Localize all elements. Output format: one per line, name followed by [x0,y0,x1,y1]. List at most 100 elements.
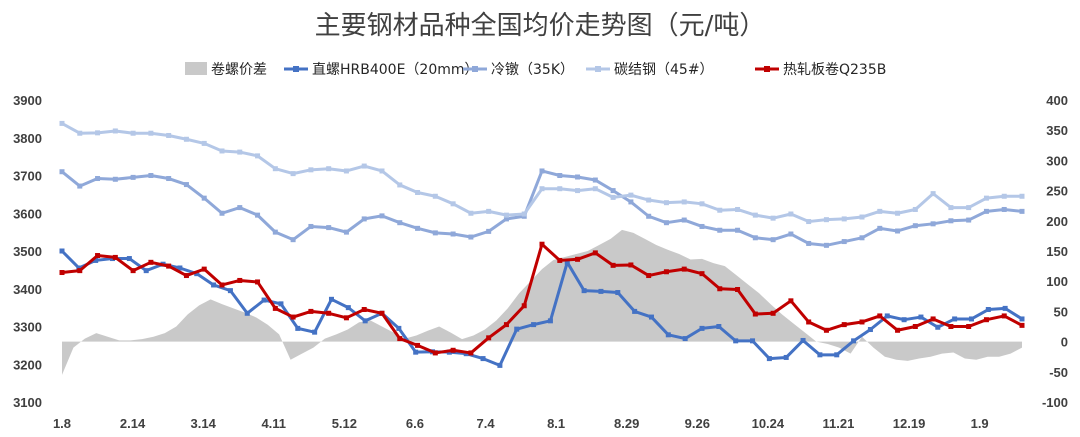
series-point-4 [681,266,687,272]
series-point-3 [112,128,118,134]
legend: 卷螺价差 直螺HRB400E（20mm） 冷镦（35K） 碳结钢（45#） 热轧板卷Q2… [185,61,886,78]
series-area-spread [62,229,1022,375]
series-point-4 [272,305,278,311]
series-point-2 [1001,206,1007,212]
series-point-1 [244,310,250,316]
series-point-4 [1019,322,1025,328]
series-point-1 [328,296,334,302]
x-tick-label: 11.21 [823,416,855,431]
series-point-4 [557,257,563,263]
series-point-3 [183,136,189,142]
legend-swatch-marker [293,66,299,72]
series-point-3 [628,192,634,198]
series-point-3 [610,194,616,200]
series-point-3 [432,193,438,199]
series-point-3 [219,148,225,154]
series-point-1 [968,316,974,322]
series-point-3 [557,186,563,192]
series-point-4 [912,324,918,329]
series-point-2 [112,176,118,182]
y-right-tick-label: 0 [1061,335,1068,350]
series-point-3 [717,207,723,213]
series-point-4 [592,250,598,256]
x-tick-label: 10.24 [752,416,785,431]
y-right-tick-label: -50 [1049,365,1068,380]
legend-swatch-marker [595,66,601,72]
series-point-2 [610,188,616,194]
series-point-2 [148,173,154,178]
series-point-4 [521,303,527,309]
series-point-4 [450,347,456,353]
series-point-4 [699,271,705,277]
series-point-4 [717,286,723,292]
series-point-2 [539,168,545,174]
series-point-2 [770,237,776,243]
series-point-3 [148,130,154,136]
legend-label: 卷螺价差 [211,62,267,78]
series-point-3 [59,120,65,126]
series-point-4 [219,282,225,288]
series-point-1 [716,324,722,329]
series-point-3 [361,163,367,169]
series-point-2 [201,195,207,201]
series-point-4 [201,266,207,272]
series-point-4 [379,310,385,316]
y-left-tick-label: 3900 [13,93,42,108]
series-point-1 [952,316,958,322]
series-point-3 [521,211,527,217]
series-point-2 [183,182,189,188]
series-point-2 [681,217,687,223]
chart-title: 主要钢材品种全国均价走势图（元/吨） [315,11,766,41]
series-point-2 [557,173,563,178]
series-point-4 [237,277,243,283]
series-point-3 [539,186,545,192]
series-point-4 [806,319,812,325]
series-point-1 [278,301,284,307]
series-point-4 [166,263,172,269]
series-point-4 [130,268,136,274]
series-point-3 [823,217,829,223]
series-point-4 [308,308,314,314]
series-point-3 [877,208,883,214]
y-left-tick-label: 3600 [13,206,42,221]
series-point-1 [497,362,503,368]
series-point-2 [77,183,83,189]
series-point-4 [95,253,101,259]
series-point-4 [148,259,154,265]
series-point-4 [877,313,883,319]
series-point-2 [95,176,101,182]
series-point-4 [895,327,901,333]
series-point-2 [717,227,723,233]
y-right-tick-label: 100 [1046,274,1068,289]
series-point-1 [733,338,739,344]
x-tick-label: 4.11 [261,416,286,431]
series-point-3 [237,149,243,155]
series-point-2 [877,225,883,231]
series-point-4 [343,315,349,321]
series-point-2 [343,229,349,235]
series-point-1 [345,305,351,311]
series-point-4 [255,279,261,285]
series-point-3 [912,206,918,212]
series-point-2 [130,174,136,180]
series-line-1 [60,249,1023,367]
series-point-3 [255,153,261,159]
series-point-4 [859,319,865,325]
series-point-2 [450,231,456,237]
y-left-tick-label: 3100 [13,395,42,410]
series-point-3 [966,205,972,211]
series-point-2 [823,242,829,248]
x-tick-label: 6.6 [406,416,424,431]
series-point-3 [930,191,936,197]
series-point-1 [918,314,924,320]
series-point-3 [397,182,403,188]
series-point-2 [628,199,634,205]
series-point-1 [177,265,183,271]
series-point-4 [735,287,741,293]
series-point-2 [308,223,314,229]
series-point-4 [59,270,65,276]
series-point-1 [531,322,537,328]
series-point-1 [615,290,621,296]
series-point-2 [432,230,438,236]
